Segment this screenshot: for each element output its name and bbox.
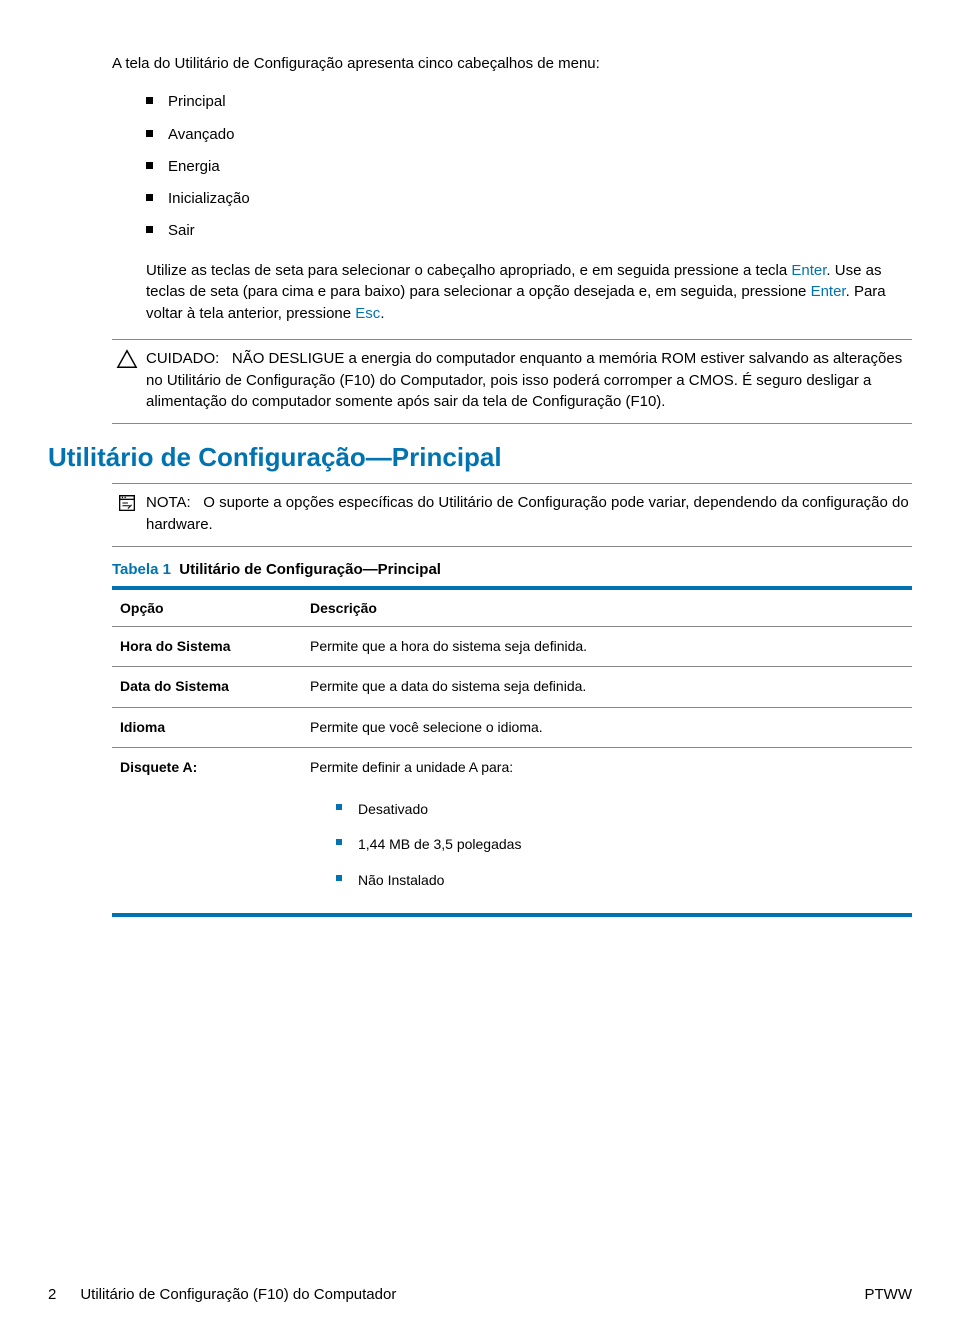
page-footer: 2 Utilitário de Configuração (F10) do Co… [0, 1286, 960, 1303]
list-item: Inicialização [146, 183, 912, 215]
list-item: Avançado [146, 119, 912, 151]
instructions-paragraph: Utilize as teclas de seta para seleciona… [146, 260, 912, 325]
caution-label: CUIDADO: [146, 350, 219, 367]
caution-icon [116, 348, 138, 370]
caution-callout: CUIDADO: NÃO DESLIGUE a energia do compu… [112, 339, 912, 424]
cell-description: Permite que você selecione o idioma. [302, 707, 912, 748]
list-item: Energia [146, 151, 912, 183]
table-row: Idioma Permite que você selecione o idio… [112, 707, 912, 748]
table-header-description: Descrição [302, 588, 912, 627]
list-item: Desativado [336, 792, 904, 828]
cell-description: Permite que a hora do sistema seja defin… [302, 626, 912, 667]
table-row: Data do Sistema Permite que a data do si… [112, 667, 912, 708]
cell-option: Hora do Sistema [112, 626, 302, 667]
table-caption-prefix: Tabela 1 [112, 561, 171, 578]
key-esc: Esc [355, 305, 380, 322]
cell-desc-text: Permite definir a unidade A para: [310, 759, 513, 775]
config-table: Opção Descrição Hora do Sistema Permite … [112, 586, 912, 917]
key-enter: Enter [791, 262, 826, 279]
cell-option: Data do Sistema [112, 667, 302, 708]
page-number: 2 [48, 1286, 56, 1303]
cell-option: Idioma [112, 707, 302, 748]
list-item: Não Instalado [336, 863, 904, 899]
lang-code: PTWW [865, 1286, 912, 1303]
cell-description: Permite que a data do sistema seja defin… [302, 667, 912, 708]
note-body: O suporte a opções específicas do Utilit… [146, 494, 909, 533]
table-caption: Tabela 1 Utilitário de Configuração—Prin… [112, 561, 912, 578]
table-caption-title: Utilitário de Configuração—Principal [179, 561, 441, 578]
note-callout: NOTA: O suporte a opções específicas do … [112, 483, 912, 547]
key-enter: Enter [811, 283, 846, 300]
list-item: Principal [146, 86, 912, 118]
drive-options-list: Desativado 1,44 MB de 3,5 polegadas Não … [336, 792, 904, 899]
note-icon [116, 492, 138, 514]
cell-description: Permite definir a unidade A para: Desati… [302, 748, 912, 915]
intro-text: A tela do Utilitário de Configuração apr… [112, 54, 912, 74]
instr-part: Utilize as teclas de seta para seleciona… [146, 262, 791, 279]
list-item: Sair [146, 215, 912, 247]
list-item: 1,44 MB de 3,5 polegadas [336, 827, 904, 863]
note-label: NOTA: [146, 494, 191, 511]
table-header-option: Opção [112, 588, 302, 627]
instr-part: . [380, 305, 384, 322]
section-heading: Utilitário de Configuração—Principal [48, 442, 912, 473]
caution-body: NÃO DESLIGUE a energia do computador enq… [146, 350, 902, 411]
cell-option: Disquete A: [112, 748, 302, 915]
table-row: Disquete A: Permite definir a unidade A … [112, 748, 912, 915]
menu-headers-list: Principal Avançado Energia Inicialização… [146, 86, 912, 247]
table-row: Hora do Sistema Permite que a hora do si… [112, 626, 912, 667]
chapter-title: Utilitário de Configuração (F10) do Comp… [80, 1286, 396, 1303]
